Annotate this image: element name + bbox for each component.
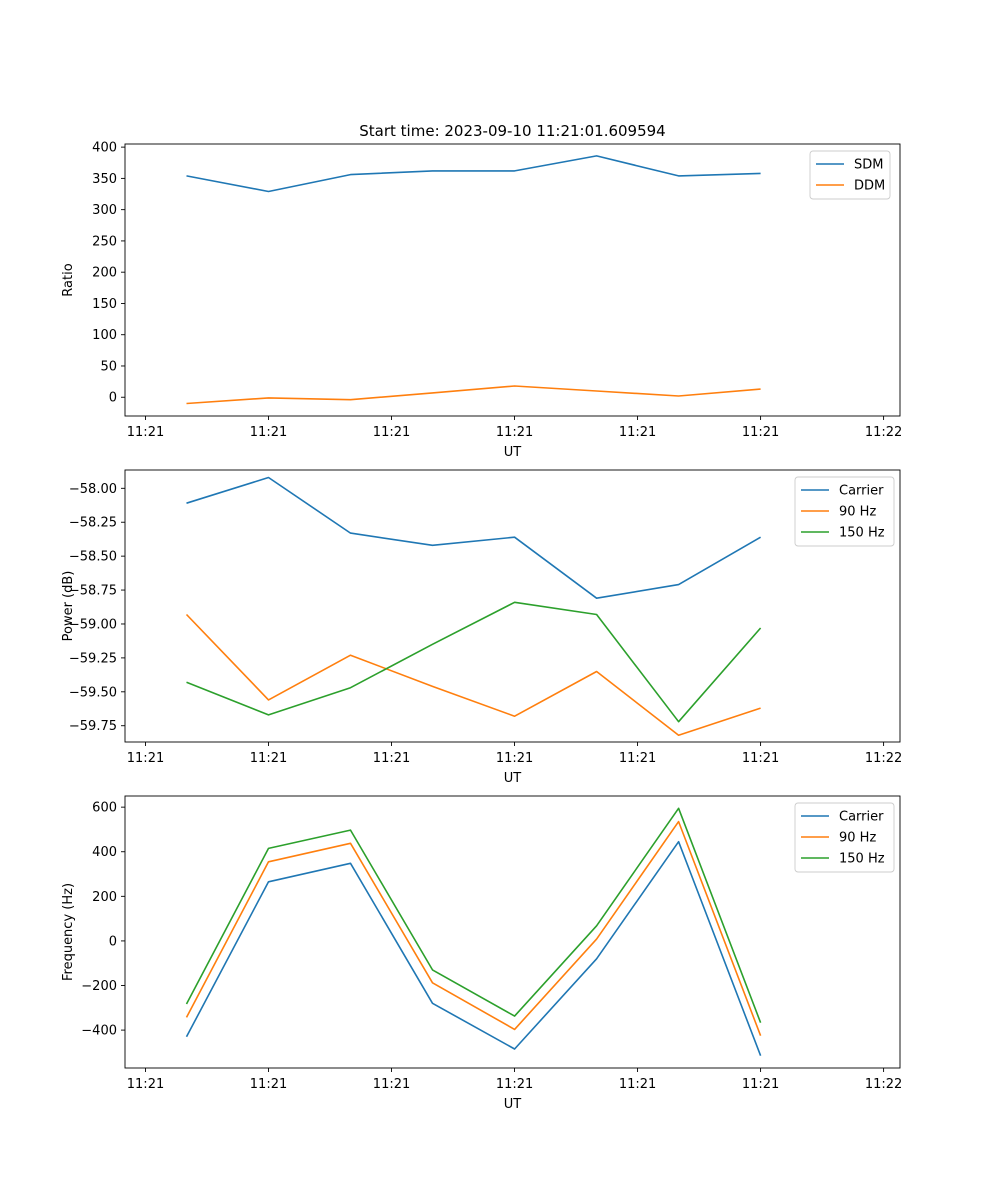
x-tick-label: 11:21 xyxy=(127,1077,164,1092)
y-axis-label: Ratio xyxy=(61,263,76,296)
y-tick-label: 0 xyxy=(109,391,117,406)
x-axis-label: UT xyxy=(504,1097,522,1112)
x-tick-label: 11:21 xyxy=(619,751,656,766)
x-tick-label: 11:21 xyxy=(127,751,164,766)
y-tick-label: 350 xyxy=(92,172,117,187)
x-axis-label: UT xyxy=(504,771,522,786)
y-tick-label: 600 xyxy=(92,801,117,816)
axes-frame xyxy=(124,469,901,743)
series-line-90-hz xyxy=(185,613,761,737)
y-tick-label: 150 xyxy=(92,297,117,312)
y-tick-label: 400 xyxy=(92,141,117,156)
legend-label: 150 Hz xyxy=(839,526,885,541)
legend-label: DDM xyxy=(854,179,885,194)
legend-box xyxy=(794,476,895,547)
y-tick-label: −58.75 xyxy=(69,584,117,599)
x-axis-label: UT xyxy=(504,445,522,460)
y-tick-label: 100 xyxy=(92,328,117,343)
axes-frame xyxy=(124,143,901,417)
x-tick-label: 11:21 xyxy=(742,1077,779,1092)
y-tick-label: 200 xyxy=(92,266,117,281)
x-tick-label: 11:21 xyxy=(496,425,533,440)
y-tick-label: 50 xyxy=(100,359,117,374)
series-line-150-hz xyxy=(185,807,762,1023)
x-tick-label: 11:21 xyxy=(496,1077,533,1092)
x-tick-label: 11:21 xyxy=(250,425,287,440)
y-tick-label: −400 xyxy=(81,1024,117,1039)
y-tick-label: 200 xyxy=(92,890,117,905)
frequency-panel: 11:21 11:21 11:21 11:21 11:21 11:21 11:22 −400 −… xyxy=(61,795,902,1112)
y-axis-label: Power (dB) xyxy=(61,571,76,642)
series-line-carrier xyxy=(186,476,762,600)
y-tick-label: −59.00 xyxy=(69,617,117,632)
x-tick-label: 11:21 xyxy=(619,1077,656,1092)
x-tick-label: 11:21 xyxy=(373,425,410,440)
axes-frame xyxy=(124,795,901,1069)
x-tick-label: 11:21 xyxy=(496,751,533,766)
legend-label: 90 Hz xyxy=(839,831,876,846)
series-line-150-hz xyxy=(186,601,762,723)
legend-label: SDM xyxy=(854,158,883,173)
y-axis-label: Frequency (Hz) xyxy=(61,883,76,981)
y-tick-label: −59.75 xyxy=(69,719,117,734)
x-tick-label: 11:21 xyxy=(373,751,410,766)
ratio-panel: Start time: 2023-09-10 11:21:01.609594 11… xyxy=(61,122,902,460)
x-tick-label: 11:22 xyxy=(865,751,902,766)
x-tick-label: 11:21 xyxy=(742,425,779,440)
x-tick-label: 11:21 xyxy=(127,425,164,440)
x-tick-label: 11:21 xyxy=(250,751,287,766)
y-tick-label: 400 xyxy=(92,845,117,860)
y-tick-label: 300 xyxy=(92,203,117,218)
x-tick-label: 11:22 xyxy=(865,425,902,440)
x-tick-label: 11:22 xyxy=(865,1077,902,1092)
y-tick-label: −58.00 xyxy=(69,482,117,497)
legend-label: 150 Hz xyxy=(839,852,885,867)
series-line-90-hz xyxy=(185,820,762,1036)
y-tick-label: −200 xyxy=(81,979,117,994)
power-panel: 11:21 11:21 11:21 11:21 11:21 11:21 11:22 −59.7… xyxy=(61,469,902,786)
y-tick-label: 250 xyxy=(92,234,117,249)
y-tick-label: −58.50 xyxy=(69,550,117,565)
x-tick-label: 11:21 xyxy=(742,751,779,766)
legend-box xyxy=(794,802,895,873)
y-tick-label: −59.50 xyxy=(69,685,117,700)
legend-label: Carrier xyxy=(839,484,884,499)
x-tick-label: 11:21 xyxy=(373,1077,410,1092)
legend-box xyxy=(809,150,891,200)
y-tick-label: 0 xyxy=(109,934,117,949)
y-tick-label: −58.25 xyxy=(69,516,117,531)
chart-title: Start time: 2023-09-10 11:21:01.609594 xyxy=(359,122,665,140)
legend-label: 90 Hz xyxy=(839,505,876,520)
series-line-ddm xyxy=(186,385,761,405)
legend-label: Carrier xyxy=(839,810,884,825)
series-line-carrier xyxy=(185,840,762,1056)
x-tick-label: 11:21 xyxy=(250,1077,287,1092)
y-tick-label: −59.25 xyxy=(69,651,117,666)
x-tick-label: 11:21 xyxy=(619,425,656,440)
series-line-sdm xyxy=(186,155,761,193)
